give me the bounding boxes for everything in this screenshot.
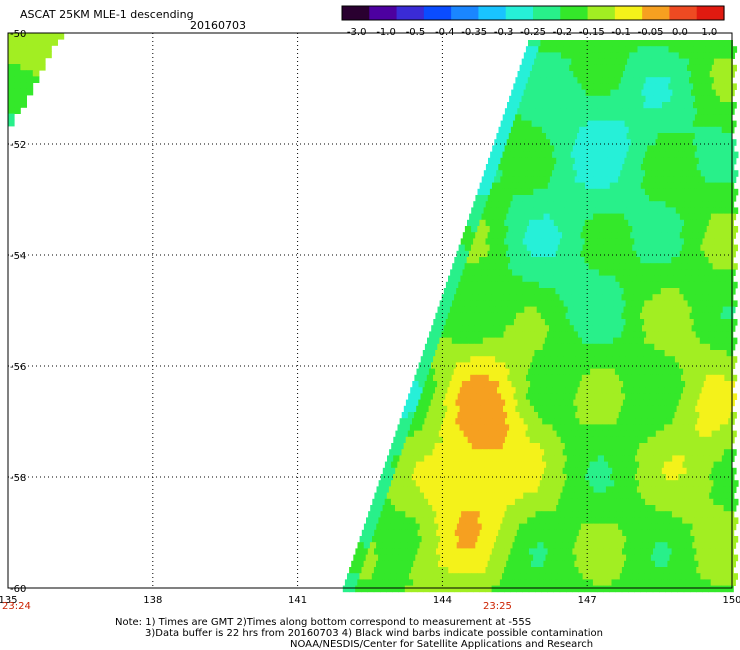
map-title: ASCAT 25KM MLE-1 descending — [20, 8, 194, 21]
lat-tick-label: -54 — [10, 251, 26, 262]
lon-tick-label: 150 — [722, 595, 740, 606]
colorbar-swatch — [533, 6, 561, 20]
colorbar-swatch — [560, 6, 589, 20]
colorbar-swatch — [587, 6, 616, 20]
note-line-1: Note: 1) Times are GMT 2)Times along bot… — [115, 617, 532, 628]
colorbar-swatch — [369, 6, 398, 20]
time-label-center: 23:25 — [483, 601, 512, 612]
colorbar-frame — [341, 5, 725, 21]
colorbar-swatch — [669, 6, 698, 20]
lat-tick-label: -52 — [10, 140, 26, 151]
colorbar-swatch — [342, 6, 370, 20]
lon-tick-label: 141 — [288, 595, 307, 606]
lon-tick-label: 144 — [433, 595, 452, 606]
map-frame — [7, 32, 733, 589]
lon-tick-label: 138 — [143, 595, 162, 606]
colorbar-swatch — [478, 6, 507, 20]
note-line-3: NOAA/NESDIS/Center for Satellite Applica… — [290, 639, 594, 650]
colorbar-swatch — [451, 6, 480, 20]
lat-tick-label: -60 — [10, 584, 26, 595]
lat-tick-label: -58 — [10, 473, 26, 484]
time-label-left: 23:24 — [2, 601, 31, 612]
colorbar-swatch — [642, 6, 671, 20]
colorbar-swatch — [614, 6, 643, 20]
map-date: 20160703 — [190, 19, 246, 32]
colorbar-swatch — [505, 6, 534, 20]
colorbar-swatch — [423, 6, 452, 20]
colorbar-swatch — [696, 6, 725, 20]
colorbar-swatch — [396, 6, 425, 20]
lat-tick-label: -50 — [10, 29, 26, 40]
lat-tick-label: -56 — [10, 362, 26, 373]
lon-tick-label: 147 — [578, 595, 597, 606]
note-line-2: 3)Data buffer is 22 hrs from 20160703 4)… — [145, 628, 603, 639]
lon-tick-label: 135 — [0, 595, 18, 606]
swath-cells — [342, 40, 739, 593]
swath-map: 135 138 141 144 147 150 -50 -52 -54 -56 -58 -60 — [0, 29, 740, 606]
swath-corner-cells — [8, 33, 65, 127]
